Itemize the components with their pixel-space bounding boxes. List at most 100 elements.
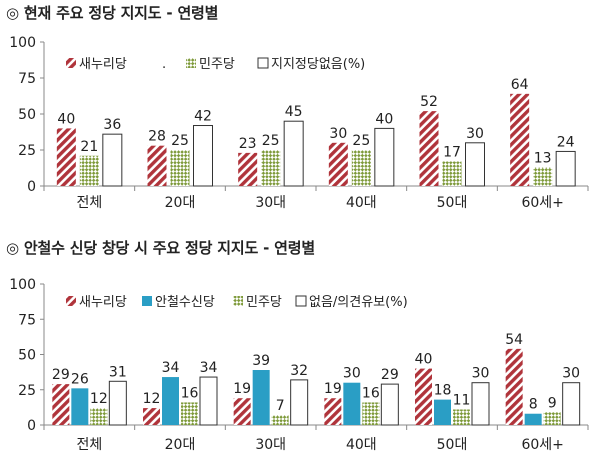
data-label: 16 — [181, 385, 199, 401]
bar-ahn-4 — [434, 399, 451, 425]
data-label: 40 — [57, 111, 75, 127]
y-tick-label: 25 — [18, 383, 36, 399]
data-label: 52 — [420, 94, 438, 110]
y-tick-label: 100 — [9, 35, 36, 51]
bar-none-2 — [290, 379, 309, 426]
legend-swatch-ahn — [142, 296, 152, 306]
bar-saenuri-5 — [505, 348, 523, 425]
legend-label-minju: 민주당 — [199, 57, 235, 72]
data-label: 29 — [52, 367, 70, 383]
x-category-label: 전체 — [76, 195, 102, 211]
data-label: 19 — [233, 381, 251, 397]
data-label: 36 — [103, 117, 121, 133]
data-label: 34 — [162, 360, 180, 376]
y-tick-label: 100 — [9, 277, 36, 293]
data-label: 25 — [352, 133, 370, 149]
bar-none-0 — [108, 380, 127, 426]
data-label: 30 — [329, 126, 347, 142]
data-label: 30 — [343, 366, 361, 382]
data-label: 39 — [252, 353, 270, 369]
bar-none-3 — [374, 127, 395, 187]
x-category-label: 50대 — [437, 195, 468, 211]
bar-ahn-2 — [252, 370, 270, 425]
legend-stray-mark: . — [162, 57, 166, 72]
x-category-label: 50대 — [437, 437, 468, 453]
y-tick-label: 75 — [18, 312, 36, 328]
data-label: 40 — [375, 111, 393, 127]
bar-none-5 — [562, 382, 581, 426]
legend-swatch-minju — [233, 296, 243, 306]
data-label: 13 — [534, 150, 552, 166]
bar-minju-4 — [442, 161, 462, 186]
data-label: 54 — [505, 332, 523, 348]
chart-title-current: ◎ 현재 주요 정당 지지도 - 연령별 — [6, 4, 219, 22]
legend-label-ahn: 안철수신당 — [155, 295, 215, 310]
bar-minju-5 — [533, 167, 553, 186]
bar-saenuri-0 — [52, 384, 70, 425]
data-label: 30 — [466, 126, 484, 142]
bar-ahn-1 — [162, 377, 179, 425]
data-label: 16 — [362, 385, 380, 401]
legend-label-none: 없음/의견유보(%) — [309, 295, 408, 310]
bar-saenuri-2 — [233, 398, 251, 425]
data-label: 45 — [285, 104, 303, 120]
data-label: 26 — [71, 371, 89, 387]
data-label: 11 — [453, 392, 471, 408]
legend-swatch-saenuri — [66, 58, 76, 68]
bar-ahn-3 — [343, 382, 361, 425]
bar-saenuri-5 — [510, 93, 530, 186]
bar-minju-1 — [181, 402, 198, 425]
bar-saenuri-0 — [56, 128, 76, 186]
y-tick-label: 0 — [27, 179, 36, 195]
bar-none-2 — [283, 120, 304, 187]
y-tick-label: 0 — [27, 418, 36, 434]
data-label: 32 — [290, 363, 308, 379]
x-category-label: 20대 — [165, 437, 196, 453]
x-category-label: 20대 — [165, 195, 196, 211]
data-label: 34 — [200, 360, 218, 376]
data-label: 31 — [109, 364, 127, 380]
bar-none-1 — [199, 376, 218, 426]
data-label: 23 — [239, 136, 257, 152]
x-category-label: 30대 — [255, 195, 286, 211]
legend-swatch-saenuri — [66, 296, 76, 306]
legend-label-saenuri: 새누리당 — [79, 295, 127, 310]
bar-saenuri-1 — [143, 408, 160, 425]
data-label: 9 — [548, 395, 557, 411]
bar-none-4 — [471, 382, 490, 426]
data-label: 30 — [472, 366, 490, 382]
bar-minju-5 — [543, 412, 561, 425]
legend-label-saenuri: 새누리당 — [79, 57, 127, 72]
bar-minju-4 — [453, 409, 470, 425]
bar-saenuri-2 — [238, 152, 258, 186]
x-category-label: 40대 — [346, 195, 377, 211]
bar-none-5 — [555, 150, 576, 187]
x-category-label: 40대 — [346, 437, 377, 453]
chart-current-support: 0 25 50 75 100 전체 40 21 36 20대 28 25 42 30대 23 25 45 40대 3… — [9, 35, 589, 211]
bar-minju-2 — [271, 415, 289, 425]
data-label: 29 — [381, 367, 399, 383]
data-label: 25 — [262, 133, 280, 149]
y-tick-label: 50 — [18, 107, 36, 123]
data-label: 8 — [529, 397, 538, 413]
data-label: 24 — [557, 134, 575, 150]
data-label: 18 — [434, 383, 452, 399]
x-category-label: 30대 — [255, 437, 286, 453]
bar-minju-2 — [261, 150, 281, 186]
bar-minju-3 — [351, 150, 371, 186]
data-label: 17 — [443, 145, 461, 161]
data-label: 28 — [148, 129, 166, 145]
data-label: 25 — [171, 133, 189, 149]
bar-none-4 — [465, 142, 485, 187]
data-label: 12 — [143, 391, 161, 407]
data-label: 12 — [90, 391, 108, 407]
bar-none-3 — [380, 383, 399, 426]
data-label: 21 — [80, 139, 98, 155]
legend-swatch-none — [257, 57, 269, 69]
bar-saenuri-1 — [147, 145, 167, 186]
y-tick-label: 75 — [18, 71, 36, 87]
data-label: 42 — [194, 109, 212, 125]
bar-saenuri-4 — [415, 368, 432, 425]
bar-saenuri-3 — [324, 398, 342, 425]
legend-label-minju: 민주당 — [246, 295, 282, 310]
